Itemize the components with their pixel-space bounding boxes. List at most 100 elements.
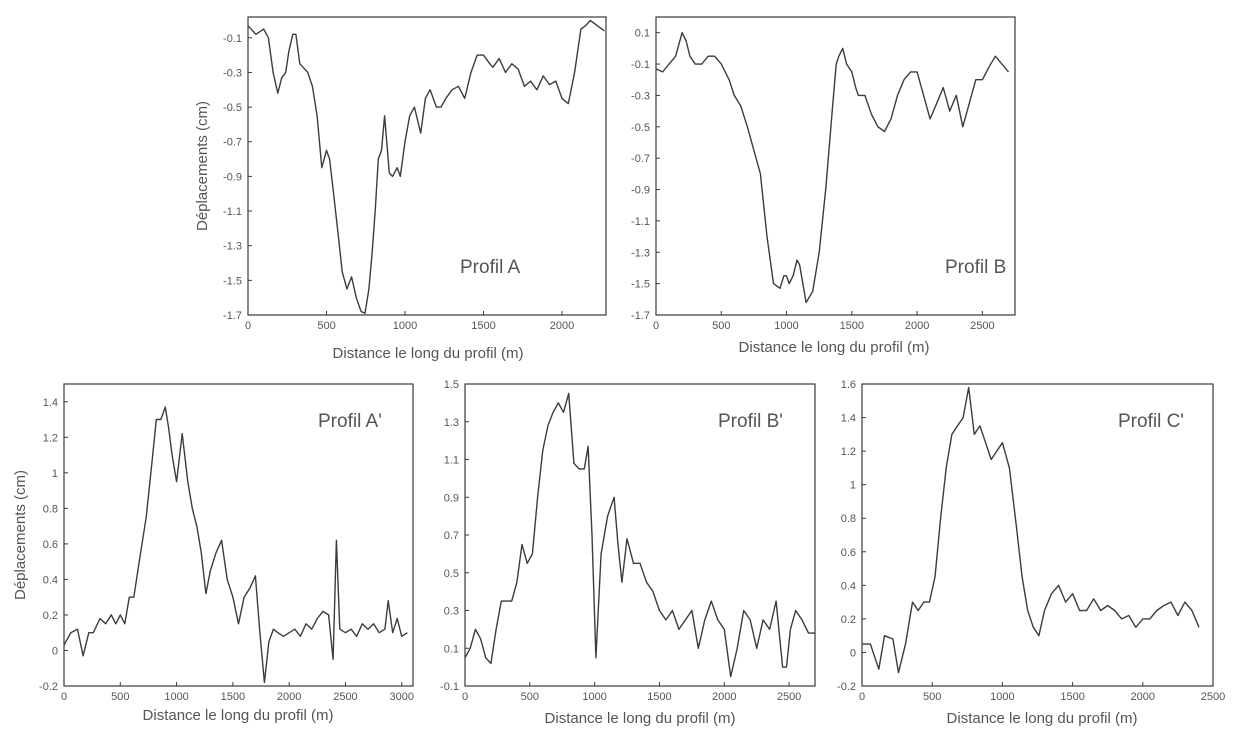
x-axis-label: Distance le long du profil (m) [143,707,334,724]
x-axis-label: Distance le long du profil (m) [739,339,930,356]
x-tick-label: 1500 [221,691,245,703]
series-line [464,392,815,678]
x-tick-label: 1000 [990,691,1014,703]
y-tick-label: 1.2 [841,446,856,458]
y-tick-label: -0.7 [223,137,242,149]
x-tick-label: 2500 [1201,691,1225,703]
y-tick-label: -0.1 [440,681,459,693]
y-tick-label: 0.5 [444,568,459,580]
chart-title: Profil B' [718,411,783,432]
x-tick-label: 2000 [277,691,301,703]
plot-frame [861,383,1214,687]
x-tick-label: 1000 [393,320,417,332]
x-axis-label: Distance le long du profil (m) [545,710,736,727]
x-axis-label: Distance le long du profil (m) [947,710,1138,727]
x-tick-label: 0 [61,691,67,703]
x-tick-label: 3000 [389,691,413,703]
y-tick-label: 1.6 [841,379,856,391]
x-tick-label: 0 [653,320,659,332]
y-tick-label: 1.1 [444,455,459,467]
y-tick-label: -0.9 [223,171,242,183]
y-tick-label: 0.6 [841,547,856,559]
y-tick-label: -1.7 [631,310,650,322]
x-tick-label: 1500 [840,320,864,332]
y-tick-label: 0.4 [841,580,856,592]
x-tick-label: 1500 [647,691,671,703]
y-tick-label: -0.2 [39,681,58,693]
x-tick-label: 1000 [774,320,798,332]
y-tick-label: -0.5 [631,122,650,134]
y-tick-label: 0.2 [43,610,58,622]
plot-frame [63,383,414,687]
x-tick-label: 0 [245,320,251,332]
chart-title: Profil A' [318,411,382,432]
y-tick-label: 0.6 [43,539,58,551]
x-tick-label: 500 [712,320,730,332]
y-tick-label: -0.1 [631,59,650,71]
x-tick-label: 500 [923,691,941,703]
chart-profil-a: Profil A Distance le long du profil (m) … [194,16,607,362]
y-tick-label: -0.5 [223,102,242,114]
y-tick-label: -1.3 [631,247,650,259]
x-tick-label: 2500 [777,691,801,703]
chart-title: Profil B [945,257,1006,278]
y-tick-label: -1.1 [223,206,242,218]
x-tick-label: 1500 [1060,691,1084,703]
y-axis-label: Déplacements (cm) [12,470,29,600]
x-tick-label: 500 [111,691,129,703]
y-tick-label: 1 [52,468,58,480]
y-tick-label: 0.3 [444,606,459,618]
y-tick-label: -0.7 [631,153,650,165]
y-tick-label: 0 [52,645,58,657]
y-tick-label: -1.1 [631,216,650,228]
series-line [655,32,1010,304]
y-tick-label: -0.1 [223,33,242,45]
x-tick-label: 500 [521,691,539,703]
plot-frame [464,383,816,687]
y-tick-label: -1.5 [223,275,242,287]
y-tick-label: 0.4 [43,574,58,586]
y-tick-label: -1.5 [631,279,650,291]
chart-title: Profil A [460,257,521,278]
y-axis-label: Déplacements (cm) [194,101,211,231]
y-tick-label: 1.5 [444,379,459,391]
chart-profil-a-prime: Profil A' Distance le long du profil (m)… [12,383,414,724]
y-tick-label: -0.2 [837,681,856,693]
y-tick-label: 0 [850,647,856,659]
series-line [862,386,1200,674]
y-tick-label: -0.3 [631,90,650,102]
x-tick-label: 0 [462,691,468,703]
y-tick-label: 0.2 [841,614,856,626]
x-tick-label: 1500 [471,320,495,332]
x-axis-label: Distance le long du profil (m) [333,345,524,362]
x-tick-label: 2000 [905,320,929,332]
x-tick-label: 2000 [550,320,574,332]
y-tick-label: 0.7 [444,530,459,542]
y-tick-label: -1.7 [223,310,242,322]
y-tick-label: -1.3 [223,241,242,253]
x-tick-label: 2500 [970,320,994,332]
x-tick-label: 500 [317,320,335,332]
x-tick-label: 2000 [712,691,736,703]
y-tick-label: 1.4 [841,413,856,425]
y-tick-label: 0.9 [444,492,459,504]
y-tick-label: 1.2 [43,432,58,444]
x-tick-label: 2500 [333,691,357,703]
x-tick-label: 1000 [582,691,606,703]
y-tick-label: -0.9 [631,185,650,197]
y-tick-label: 0.8 [841,513,856,525]
x-tick-label: 0 [859,691,865,703]
chart-profil-b: Profil B Distance le long du profil (m) … [631,16,1016,356]
x-tick-label: 2000 [1131,691,1155,703]
chart-profil-b-prime: Profil B' Distance le long du profil (m)… [440,379,816,727]
series-line [247,19,605,314]
x-tick-label: 1000 [164,691,188,703]
y-tick-label: 0.1 [444,643,459,655]
y-tick-label: 1 [850,480,856,492]
y-tick-label: 0.1 [635,28,650,40]
y-tick-label: 1.4 [43,397,58,409]
chart-title: Profil C' [1118,411,1184,432]
y-tick-label: -0.3 [223,67,242,79]
